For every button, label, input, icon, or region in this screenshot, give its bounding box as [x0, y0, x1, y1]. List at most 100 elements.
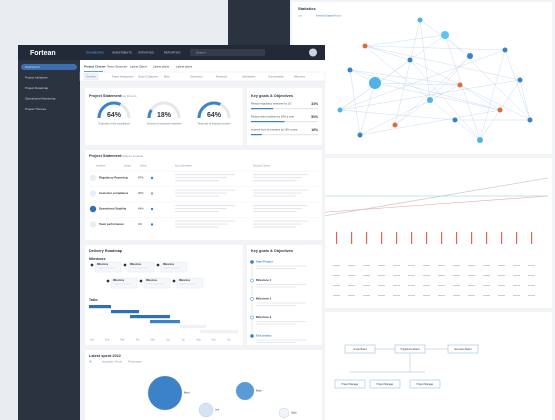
nav-item[interactable]: INITIATIVES	[138, 51, 154, 55]
back-sidebar	[228, 0, 290, 52]
tab[interactable]: Latest Spent	[130, 64, 147, 68]
edge	[454, 119, 481, 141]
edge	[339, 109, 456, 121]
status-dot	[150, 207, 154, 211]
subtab[interactable]: Scope & Objectives	[138, 75, 159, 78]
spike	[516, 232, 518, 244]
cell-text	[513, 285, 520, 286]
milestone-label: Milestone	[146, 279, 158, 282]
subtab[interactable]: Milestones	[294, 75, 306, 78]
goal-bar	[251, 134, 262, 136]
spend-tab[interactable]: All	[89, 361, 92, 364]
cell-text	[378, 285, 385, 286]
sidebar-item[interactable]: Dashboard	[25, 65, 40, 69]
timeline-dot	[250, 334, 254, 338]
stats-tab: People	[334, 15, 342, 18]
nav-item[interactable]: REPORTING	[164, 51, 181, 55]
node	[467, 53, 473, 59]
text-line	[253, 174, 308, 176]
timeline-dot	[250, 315, 254, 320]
goal-bar	[251, 108, 274, 110]
text-line	[175, 208, 227, 210]
gauge-value: 18%	[157, 112, 172, 119]
spend-tab[interactable]: Performance	[128, 361, 142, 364]
tab[interactable]: Latest plans	[176, 64, 193, 68]
text-line	[256, 265, 306, 267]
search-box[interactable]	[190, 49, 265, 56]
tab[interactable]: Latest plans	[153, 64, 170, 68]
initiative-name: Regulatory Reporting	[99, 176, 128, 180]
edge	[394, 19, 421, 126]
cell-text	[468, 295, 475, 296]
cell-text	[483, 275, 490, 276]
spend-tab[interactable]: Acquisition	[102, 361, 114, 364]
milestone-dot	[172, 279, 176, 283]
subtab[interactable]: Resources	[216, 75, 228, 78]
timeline-label: Milestone 1	[256, 278, 272, 282]
cell-text	[423, 285, 430, 286]
logo[interactable]: Fortean	[30, 50, 56, 57]
month-label: Jul	[182, 340, 185, 342]
gauge-caption: Total rate of financial content	[197, 122, 230, 126]
subtab[interactable]: Project Management	[112, 75, 134, 78]
subtab[interactable]: Risks	[164, 76, 170, 78]
tab[interactable]: Team Structure	[107, 64, 128, 68]
cell-text	[333, 295, 340, 296]
statement-card	[85, 88, 243, 145]
text-line	[253, 208, 302, 210]
row-icon	[89, 190, 97, 197]
edge	[339, 79, 521, 111]
cell-text	[453, 275, 460, 276]
sidebar-item[interactable]: Operational Monitoring	[25, 96, 56, 100]
cell-text	[378, 275, 385, 276]
tab[interactable]: Project Charter	[84, 64, 107, 68]
trend-line	[299, 177, 549, 221]
roadmap-card	[85, 245, 243, 345]
gauge-value: 64%	[107, 112, 122, 119]
row-icon	[89, 221, 97, 228]
spike	[471, 232, 473, 244]
nav-item[interactable]: INVESTMENTS	[112, 51, 132, 55]
flow-card	[292, 312, 552, 420]
subtab[interactable]: Overview	[86, 75, 96, 78]
cell-text	[483, 295, 490, 296]
table-header: Initiatives	[96, 165, 106, 168]
timeline-dot	[250, 278, 254, 283]
card-title: Delivery Roadmap	[89, 249, 123, 253]
edge	[419, 19, 431, 101]
text-line	[175, 223, 227, 225]
cell-text	[513, 275, 520, 276]
sidebar-item[interactable]: Project Initiatives	[25, 75, 48, 79]
month-label: Oct	[227, 339, 231, 342]
subtab[interactable]: Governance	[190, 75, 203, 78]
subtab[interactable]: Communication	[268, 75, 285, 78]
edge	[364, 45, 456, 121]
text-line	[253, 177, 302, 179]
cell-text	[498, 295, 505, 296]
cell-text	[408, 285, 415, 286]
spike	[411, 232, 413, 244]
spend-tab[interactable]: Funds	[115, 361, 122, 364]
table-header: Status	[140, 165, 147, 168]
cell-text	[453, 265, 460, 266]
timeline-dot	[250, 260, 254, 264]
timeline-dot	[250, 297, 254, 301]
edge	[374, 82, 461, 86]
subtab[interactable]: Stakeholders	[242, 75, 256, 78]
nav-item[interactable]: DASHBOARD	[86, 51, 104, 55]
cell-text	[348, 275, 355, 276]
edge	[374, 82, 501, 111]
text-line	[175, 177, 227, 179]
milestone-label: Milestone	[130, 263, 142, 266]
flow-box	[334, 379, 366, 389]
sidebar-item[interactable]: Project Themes	[25, 107, 46, 111]
edge	[444, 34, 531, 121]
gauge-arc	[147, 101, 181, 135]
month-label: Jun	[166, 340, 170, 342]
sidebar-item[interactable]: Project Roadmap	[25, 86, 49, 90]
cell-text	[528, 265, 535, 266]
month-label: Jan	[90, 340, 94, 342]
avatar[interactable]	[309, 48, 317, 57]
milestone-dot	[156, 263, 160, 267]
cell-text	[348, 285, 355, 286]
